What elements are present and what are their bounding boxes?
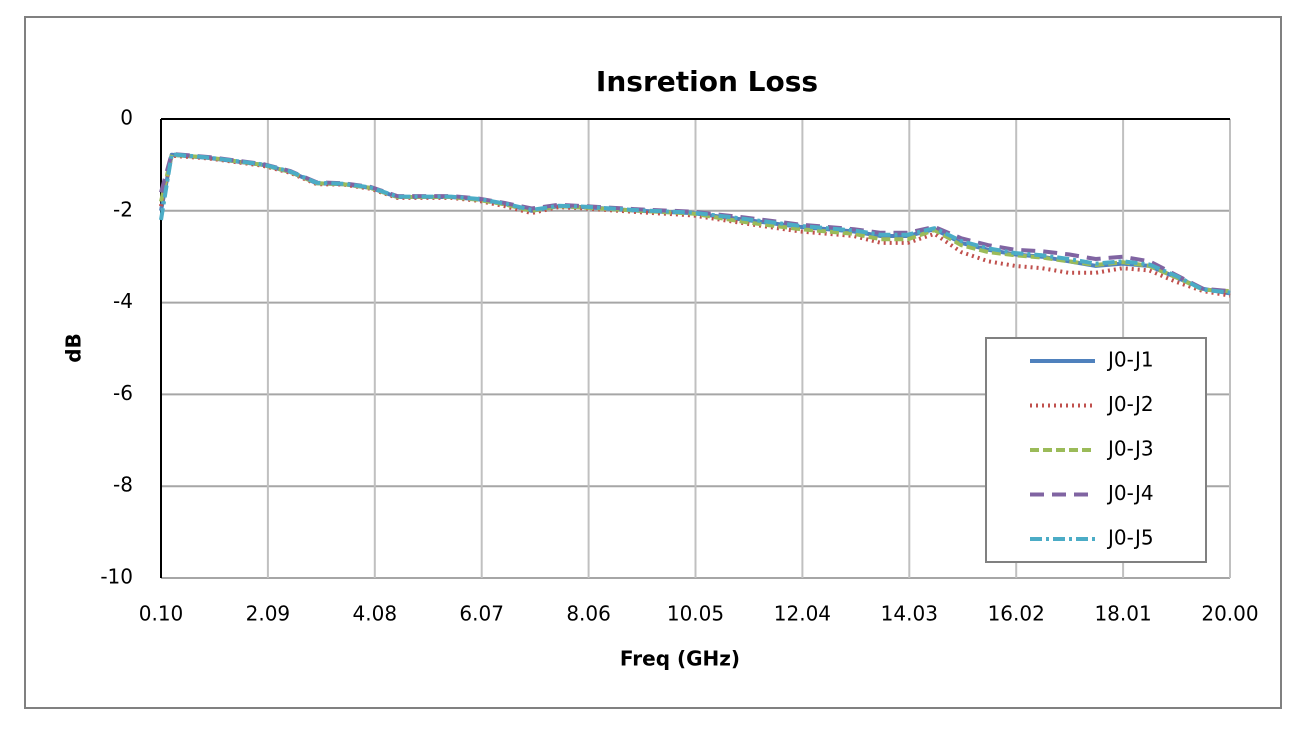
y-tick-label: -4 — [113, 289, 133, 313]
x-tick-label: 6.07 — [459, 602, 504, 626]
x-tick-label: 4.08 — [353, 602, 398, 626]
x-tick-label: 10.05 — [667, 602, 724, 626]
series-line — [159, 152, 1231, 295]
legend-label: J0-J3 — [1106, 437, 1154, 461]
x-tick-label: 2.09 — [246, 602, 291, 626]
y-tick-label: -8 — [113, 473, 133, 497]
y-tick-label: -2 — [113, 197, 133, 221]
y-axis-label: dB — [62, 333, 86, 363]
chart-title: Insretion Loss — [596, 65, 818, 98]
legend-label: J0-J2 — [1106, 392, 1154, 416]
legend-label: J0-J4 — [1106, 481, 1154, 505]
x-tick-label: 12.04 — [774, 602, 831, 626]
x-tick-label: 0.10 — [139, 602, 184, 626]
x-tick-label: 8.06 — [566, 602, 611, 626]
legend-box — [985, 337, 1207, 563]
x-axis-label: Freq (GHz) — [620, 647, 740, 671]
x-tick-label: 18.01 — [1094, 602, 1151, 626]
x-tick-label: 20.00 — [1201, 602, 1258, 626]
y-tick-label: -10 — [100, 565, 133, 589]
x-tick-label: 16.02 — [988, 602, 1045, 626]
legend-label: J0-J1 — [1106, 348, 1154, 372]
legend-label: J0-J5 — [1106, 526, 1154, 550]
x-tick-label: 14.03 — [881, 602, 938, 626]
y-tick-label: 0 — [120, 106, 133, 130]
y-tick-label: -6 — [113, 381, 133, 405]
